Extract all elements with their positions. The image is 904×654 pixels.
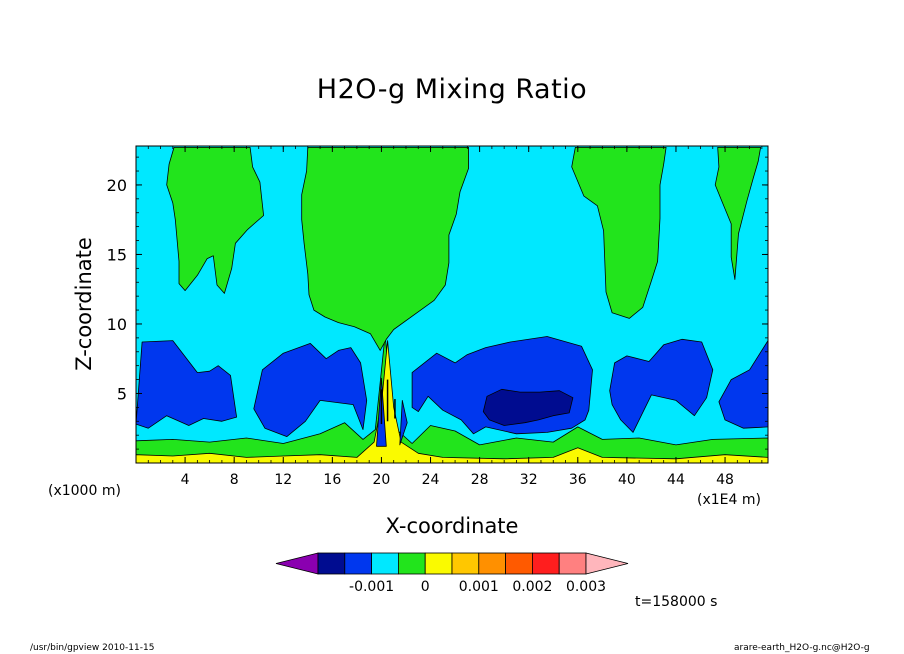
- x-tick-label: 36: [569, 472, 587, 488]
- colorbar-box: [424, 552, 453, 575]
- contour-region-5: [399, 400, 408, 446]
- colorbar-box: [397, 552, 426, 575]
- contour-region-1: [136, 340, 768, 463]
- contour-region-12: [571, 147, 667, 319]
- plot-frame: [135, 145, 769, 464]
- footer-right: arare-earth_H2O-g.nc@H2O-g: [734, 643, 870, 653]
- x-tick-label: 40: [618, 472, 636, 488]
- y-tick-label: 15: [107, 245, 127, 264]
- x-tick-label: 12: [274, 472, 292, 488]
- colorbar-box: [478, 552, 506, 575]
- colorbar-label: 0.001: [459, 579, 499, 595]
- x-axis-unit-label: (x1000 m): [48, 483, 121, 499]
- x-tick-label: 44: [667, 472, 685, 488]
- x-tick-label: 4: [181, 472, 190, 488]
- contour-region-2: [136, 340, 237, 429]
- x-tick-label: 28: [471, 472, 489, 488]
- contour-region-0: [136, 334, 768, 463]
- y-tick-label: 10: [107, 315, 127, 334]
- colorbar-box: [451, 552, 480, 575]
- x-tick-label: 32: [520, 472, 538, 488]
- y-tick-label: 20: [107, 176, 127, 195]
- colorbar-box: [532, 552, 560, 575]
- colorbar-label: 0: [421, 579, 430, 595]
- contour-region-8: [609, 338, 714, 433]
- colorbar-box: [558, 552, 587, 575]
- colorbar-box: [371, 552, 399, 575]
- colorbar-box: [344, 552, 372, 575]
- y-tick-label: 5: [117, 384, 127, 403]
- time-label: t=158000 s: [635, 594, 718, 610]
- contour-region-7: [482, 388, 574, 426]
- colorbar-high-triangle: [585, 552, 629, 575]
- x-tick-label: 16: [323, 472, 341, 488]
- contour-region-11: [301, 147, 469, 351]
- colorbar-box: [317, 552, 346, 575]
- colorbar-label: 0.002: [512, 579, 552, 595]
- x-tick-label: 20: [373, 472, 391, 488]
- colorbar-label: 0.003: [566, 579, 606, 595]
- contour-region-10: [166, 147, 264, 294]
- contour-region-13: [714, 147, 761, 280]
- x-tick-label: 8: [230, 472, 239, 488]
- colorbar-low-triangle: [275, 552, 319, 575]
- chart-title: H2O-g Mixing Ratio: [316, 74, 588, 105]
- colorbar-box: [505, 552, 533, 575]
- x-axis-label: X-coordinate: [385, 514, 519, 538]
- footer-left: /usr/bin/gpview 2010-11-15: [30, 643, 155, 653]
- x-tick-label: 48: [716, 472, 734, 488]
- colorbar-label: -0.001: [349, 579, 394, 595]
- contour-region-3: [253, 343, 368, 437]
- x-tick-label: 24: [422, 472, 440, 488]
- contour-regions: [136, 147, 768, 463]
- x-axis-scale-label: (x1E4 m): [697, 492, 761, 508]
- contour-region-9: [718, 340, 768, 429]
